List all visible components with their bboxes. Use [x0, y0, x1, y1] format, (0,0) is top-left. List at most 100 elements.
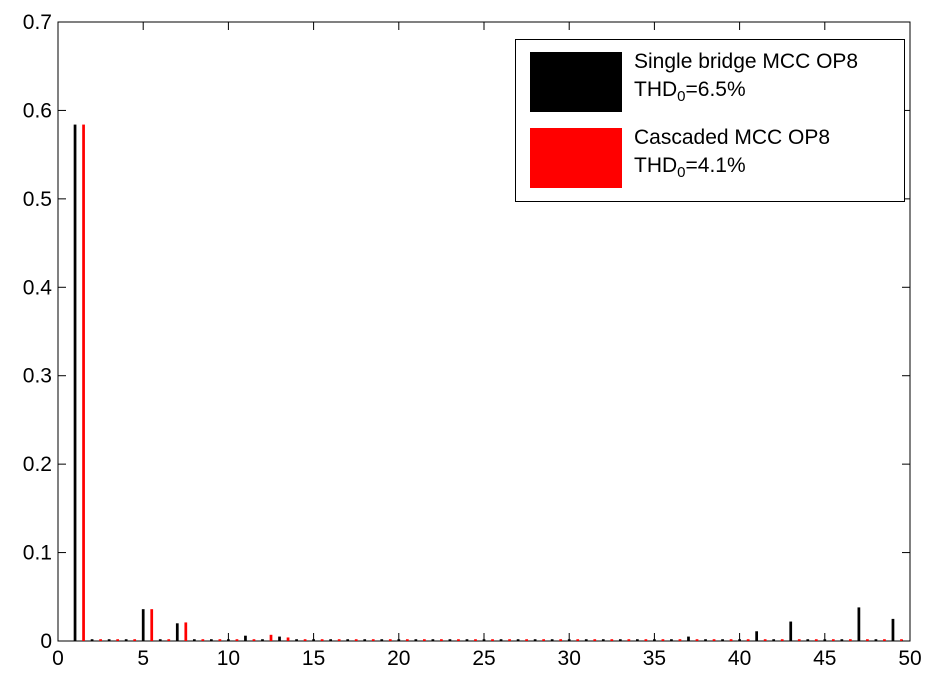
x-tick-label-40: 40: [728, 647, 751, 670]
bar-s1-h37: [695, 639, 699, 641]
bar-s0-h38: [704, 639, 707, 641]
bar-s1-h21: [423, 639, 426, 641]
bar-s0-h49: [891, 618, 895, 641]
bar-s0-h24: [465, 639, 469, 641]
bar-s1-h45: [831, 639, 835, 641]
bar-s1-h24: [474, 639, 477, 641]
bar-s1-h4: [133, 639, 137, 641]
ticks-layer: [57, 21, 911, 642]
bar-s0-h37: [687, 636, 690, 641]
bar-s0-h7: [175, 623, 179, 641]
bar-s1-h20: [405, 639, 409, 641]
bar-s1-h41: [763, 639, 767, 641]
bar-s1-h22: [440, 639, 443, 641]
bar-s0-h27: [516, 639, 520, 641]
bar-s1-h34: [644, 639, 648, 641]
y-tick-label-0.1: 0.1: [23, 542, 52, 565]
bar-s1-h38: [712, 639, 716, 641]
x-tick-label-25: 25: [472, 647, 495, 670]
x-tick-label-5: 5: [137, 647, 149, 670]
x-tick-label-0: 0: [52, 647, 64, 670]
legend-line1-single-bridge: Single bridge MCC OP8: [634, 50, 859, 73]
bar-s0-h39: [721, 639, 724, 641]
bar-s0-h42: [772, 639, 776, 641]
bar-s0-h21: [414, 639, 418, 641]
bar-s1-h39: [729, 639, 733, 641]
bar-s0-h43: [789, 621, 793, 641]
legend-thd-base-cascaded: THD: [634, 154, 678, 177]
bar-s1-h10: [235, 639, 239, 641]
bar-s0-h3: [107, 639, 111, 641]
x-tick-label-20: 20: [387, 647, 410, 670]
bar-s0-h33: [618, 639, 622, 641]
bar-s1-h47: [866, 639, 869, 641]
bar-s1-h44: [814, 639, 818, 641]
bar-s0-h19: [380, 639, 384, 641]
bar-s0-h9: [210, 639, 213, 641]
bar-s1-h36: [678, 639, 682, 641]
bar-s1-h6: [167, 639, 171, 641]
legend: Single bridge MCC OP8 THD0=6.5% Cascaded…: [515, 39, 905, 202]
x-tick-label-35: 35: [643, 647, 666, 670]
bar-s1-h23: [457, 639, 460, 641]
bar-s0-h17: [346, 639, 350, 641]
bar-s0-h26: [499, 639, 503, 641]
bar-s1-h19: [388, 639, 392, 641]
bar-s1-h12: [269, 634, 273, 641]
bar-s1-h3: [116, 639, 120, 641]
legend-thd-sub-cascaded: 0: [677, 164, 686, 181]
bar-s0-h13: [278, 636, 281, 641]
bar-s0-h1: [73, 124, 77, 641]
y-tick-label-0.4: 0.4: [23, 276, 53, 299]
legend-thd-sub-single-bridge: 0: [677, 88, 686, 105]
y-tick-label-0.2: 0.2: [23, 453, 52, 476]
bar-s0-h46: [840, 639, 844, 641]
bar-s0-h48: [874, 639, 878, 641]
bar-s1-h33: [627, 639, 631, 641]
bar-s0-h34: [636, 639, 639, 641]
y-tick-labels: 0 0.1 0.2 0.3 0.4 0.5 0.6 0.7: [23, 11, 53, 653]
bar-s1-h25: [491, 639, 494, 641]
x-tick-label-45: 45: [813, 647, 836, 670]
bar-s1-h7: [184, 622, 188, 641]
bar-s1-h1: [82, 124, 85, 641]
y-tick-label-0: 0: [40, 630, 52, 653]
bar-s0-h31: [584, 639, 588, 641]
bar-s0-h29: [550, 639, 554, 641]
x-tick-label-10: 10: [217, 647, 240, 670]
bar-s0-h11: [244, 635, 247, 641]
x-tick-label-15: 15: [302, 647, 325, 670]
bar-s1-h48: [883, 639, 886, 641]
bar-s1-h42: [780, 639, 784, 641]
bar-s1-h8: [201, 639, 205, 641]
bar-s1-h32: [610, 639, 614, 641]
bar-s1-h17: [354, 639, 358, 641]
bar-s1-h16: [337, 639, 341, 641]
bar-s0-h32: [601, 639, 605, 641]
bar-s0-h2: [90, 639, 94, 641]
bar-s0-h18: [363, 639, 367, 641]
bar-s1-h15: [320, 639, 324, 641]
legend-thd-value-single-bridge: =6.5%: [685, 78, 746, 101]
bar-s1-h18: [371, 639, 375, 641]
y-tick-label-0.5: 0.5: [23, 188, 52, 211]
bar-s1-h46: [849, 639, 852, 641]
bar-s1-h13: [286, 637, 290, 641]
bar-s0-h4: [124, 639, 128, 641]
legend-swatch-cascaded: [530, 128, 622, 188]
bar-s0-h23: [448, 639, 452, 641]
x-tick-labels: 0 5 10 15 20 25 30 35 40 45 50: [52, 647, 922, 670]
legend-label-cascaded: Cascaded MCC OP8 THD0=4.1%: [634, 124, 830, 180]
bar-s1-h40: [746, 639, 750, 641]
bar-s1-h30: [576, 639, 580, 641]
bar-s0-h44: [806, 639, 810, 641]
bar-s1-h2: [99, 639, 102, 641]
bar-s1-h28: [542, 639, 546, 641]
bar-s1-h29: [559, 639, 563, 641]
legend-label-single-bridge: Single bridge MCC OP8 THD0=6.5%: [634, 48, 858, 104]
bar-s1-h14: [303, 639, 307, 641]
bar-s1-h43: [797, 639, 801, 641]
bar-s1-h11: [252, 639, 256, 641]
bar-s0-h41: [755, 631, 759, 641]
bar-s0-h22: [431, 639, 435, 641]
